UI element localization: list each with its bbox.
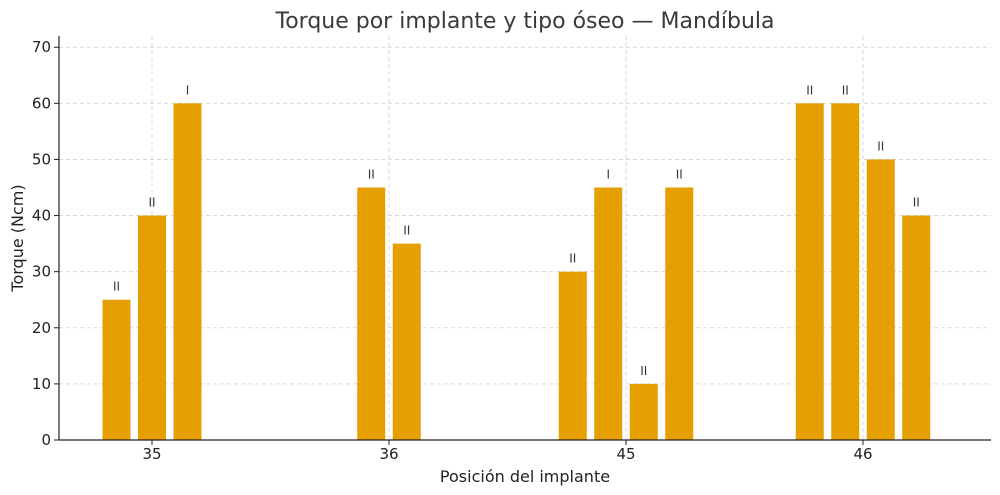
bar (392, 243, 421, 440)
grid-layer (59, 36, 991, 440)
bar-label: II (806, 83, 813, 97)
bar-label: II (842, 83, 849, 97)
bar-label: II (640, 364, 647, 378)
bar (665, 187, 694, 440)
y-tick-label: 70 (32, 38, 51, 56)
bar (866, 159, 895, 440)
y-tick-label: 50 (32, 150, 51, 168)
bar-label: II (569, 252, 576, 266)
x-tick-label: 45 (616, 445, 635, 463)
y-tick-label: 0 (41, 431, 51, 449)
bar (831, 103, 860, 440)
bar (138, 215, 166, 440)
y-tick-label: 40 (32, 207, 51, 225)
bar (558, 271, 587, 440)
bar-label: I (606, 168, 610, 182)
bar (102, 299, 131, 440)
bar (629, 383, 658, 440)
bar-label: II (113, 280, 120, 294)
bars-layer (102, 103, 931, 440)
x-axis-title: Posición del implante (440, 467, 610, 486)
chart-title: Torque por implante y tipo óseo — Mandíb… (275, 9, 775, 34)
bar-label: I (186, 83, 190, 97)
axes-layer: 0 10 20 30 40 50 60 70 35 36 45 46 (32, 36, 991, 463)
y-tick-label: 20 (32, 319, 51, 337)
y-tick-label: 30 (32, 263, 51, 281)
bar (173, 103, 202, 440)
bar (357, 187, 386, 440)
bar (795, 103, 824, 440)
x-tick-label: 36 (379, 445, 398, 463)
bar-label: II (913, 196, 920, 210)
y-tick-label: 10 (32, 375, 51, 393)
bar (902, 215, 931, 440)
y-axis-title: Torque (Ncm) (8, 184, 27, 292)
bar-label: II (877, 139, 884, 153)
bar-label: II (676, 168, 683, 182)
bar-label: II (148, 196, 155, 210)
x-tick-label: 35 (142, 445, 161, 463)
bar (594, 187, 623, 440)
y-tick-label: 60 (32, 94, 51, 112)
x-tick-label: 46 (853, 445, 872, 463)
bar-label: II (368, 168, 375, 182)
bar-label: II (403, 224, 410, 238)
